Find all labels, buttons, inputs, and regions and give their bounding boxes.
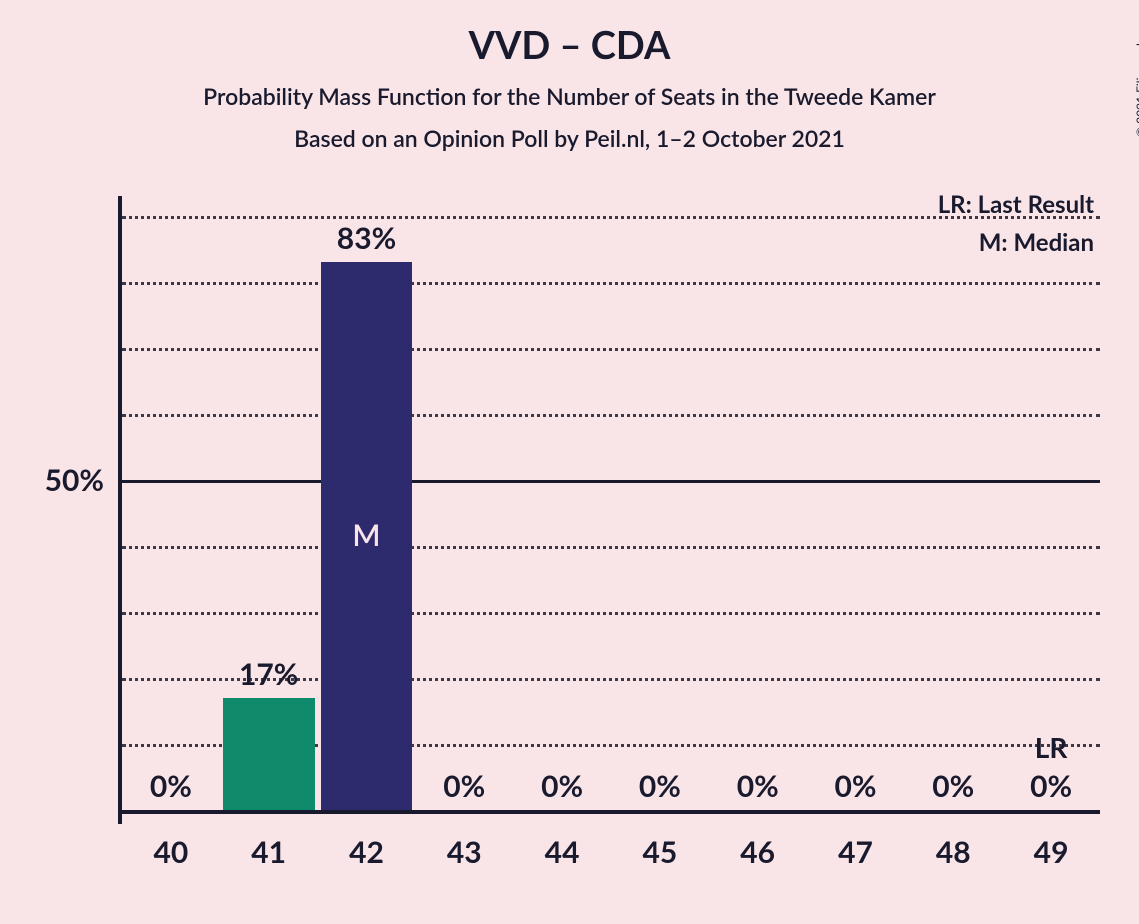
chart-title: VVD – CDA bbox=[0, 0, 1139, 68]
x-axis-label: 42 bbox=[318, 834, 416, 870]
x-axis bbox=[118, 810, 1100, 814]
x-axis-label: 40 bbox=[122, 834, 220, 870]
x-axis-label: 47 bbox=[807, 834, 905, 870]
legend-last-result: LR: Last Result bbox=[938, 190, 1094, 219]
x-axis-label: 48 bbox=[904, 834, 1002, 870]
gridline bbox=[122, 282, 1100, 285]
bar-value-label: 0% bbox=[611, 768, 709, 804]
gridline-major bbox=[122, 480, 1100, 483]
bar-value-label: 0% bbox=[1002, 768, 1100, 804]
x-axis-label: 43 bbox=[415, 834, 513, 870]
bar-value-label: 0% bbox=[122, 768, 220, 804]
x-axis-label: 44 bbox=[513, 834, 611, 870]
x-axis-label: 45 bbox=[611, 834, 709, 870]
bar-value-label: 17% bbox=[220, 656, 318, 692]
bar bbox=[223, 698, 315, 810]
plot-region: 50%0%4017%41M83%420%430%440%450%460%470%… bbox=[122, 216, 1100, 810]
y-axis-label: 50% bbox=[4, 462, 104, 498]
gridline bbox=[122, 348, 1100, 351]
gridline bbox=[122, 612, 1100, 615]
median-marker: M bbox=[321, 517, 413, 553]
last-result-marker: LR bbox=[1002, 730, 1100, 764]
bar-value-label: 0% bbox=[709, 768, 807, 804]
x-axis-label: 41 bbox=[220, 834, 318, 870]
bar-value-label: 0% bbox=[513, 768, 611, 804]
x-axis-label: 46 bbox=[709, 834, 807, 870]
bar-value-label: 0% bbox=[807, 768, 905, 804]
y-axis bbox=[118, 196, 122, 824]
x-axis-label: 49 bbox=[1002, 834, 1100, 870]
chart-subtitle-2: Based on an Opinion Poll by Peil.nl, 1–2… bbox=[0, 124, 1139, 152]
legend-median: M: Median bbox=[979, 228, 1094, 257]
bar-value-label: 0% bbox=[904, 768, 1002, 804]
copyright-text: © 2021 Filip van Laenen bbox=[1133, 8, 1139, 137]
bar-value-label: 0% bbox=[415, 768, 513, 804]
chart-area: 50%0%4017%41M83%420%430%440%450%460%470%… bbox=[122, 216, 1100, 810]
bar-value-label: 83% bbox=[318, 220, 416, 256]
chart-subtitle-1: Probability Mass Function for the Number… bbox=[0, 82, 1139, 110]
gridline bbox=[122, 414, 1100, 417]
gridline bbox=[122, 546, 1100, 549]
